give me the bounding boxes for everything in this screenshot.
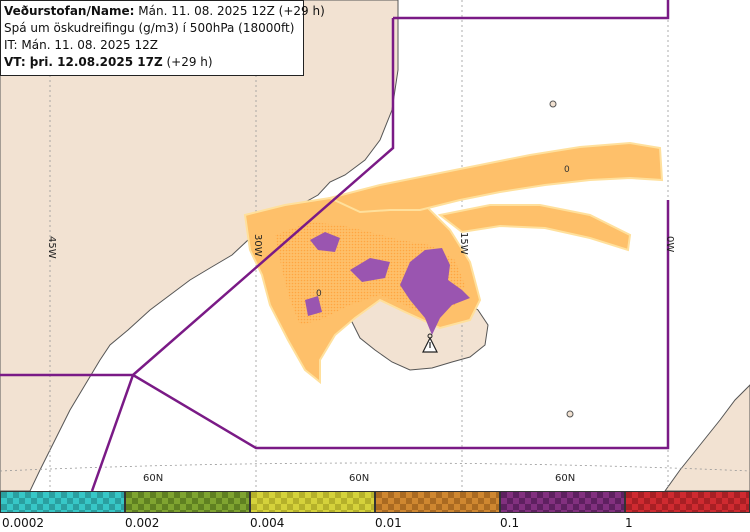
- ash-high-patch-c: [305, 296, 322, 316]
- producer-label: Veðurstofan/Name:: [4, 4, 135, 18]
- legend-swatch-2: [250, 491, 375, 513]
- lat-label-center: 60N: [349, 473, 370, 484]
- forecast-title: Spá um öskudreifingu (g/m3) í 500hPa (18…: [4, 21, 295, 35]
- lat-label-west: 60N: [143, 473, 164, 484]
- lon-label-15w: 15W: [458, 232, 469, 255]
- lat-label-east: 60N: [555, 473, 576, 484]
- map-canvas: 0 0: [0, 0, 750, 491]
- airspace-boundary: [0, 0, 670, 491]
- ash-high-patch-a: [310, 232, 340, 252]
- jan-mayen: [549, 100, 557, 108]
- norway-coast: [664, 384, 750, 491]
- contour-label-north: 0: [564, 165, 570, 175]
- greenland-landmass: [0, 0, 399, 491]
- forecast-info-box: Veðurstofan/Name: Mán. 11. 08. 2025 12Z …: [0, 0, 325, 76]
- concentration-legend: 0.0002 0.002 0.004 0.01 0.1 1: [0, 491, 750, 532]
- legend-tick-4: 0.1: [500, 516, 520, 530]
- valid-time-line: VT: þri. 12.08.2025 17Z (+29 h): [4, 54, 300, 71]
- legend-tick-5: 1: [625, 516, 633, 530]
- ash-plume-east: [437, 204, 632, 252]
- ash-plume-north: [327, 141, 664, 214]
- lon-label-30w: 30W: [252, 234, 263, 257]
- legend-swatch-3: [375, 491, 500, 513]
- issue-time: IT: Mán. 11. 08. 2025 12Z: [4, 38, 158, 52]
- lon-label-45w: 45W: [46, 236, 57, 259]
- ash-high-core: [400, 248, 470, 335]
- valid-time-label: VT: þri. 12.08.2025 17Z: [4, 55, 163, 69]
- ash-high-patch-b: [350, 258, 390, 282]
- producer-value: Mán. 11. 08. 2025 12Z (+29 h): [138, 4, 325, 18]
- legend-tick-3: 0.01: [375, 516, 402, 530]
- warning-triangle-icon: [422, 333, 438, 353]
- contour-label-west: 0: [316, 289, 322, 299]
- lon-label-0w: 0W: [664, 236, 675, 253]
- legend-swatch-4: [500, 491, 625, 513]
- producer-line: Veðurstofan/Name: Mán. 11. 08. 2025 12Z …: [4, 3, 325, 20]
- valid-time-offset: (+29 h): [166, 55, 213, 69]
- ash-cloud: [243, 141, 664, 385]
- legend-tick-0: 0.0002: [2, 516, 44, 530]
- faroe-islands: [566, 410, 574, 418]
- legend-tick-1: 0.002: [125, 516, 160, 530]
- legend-swatch-0: [0, 491, 125, 513]
- legend-swatch-1: [125, 491, 250, 513]
- legend-swatch-5: [625, 491, 750, 513]
- legend-tick-2: 0.004: [250, 516, 285, 530]
